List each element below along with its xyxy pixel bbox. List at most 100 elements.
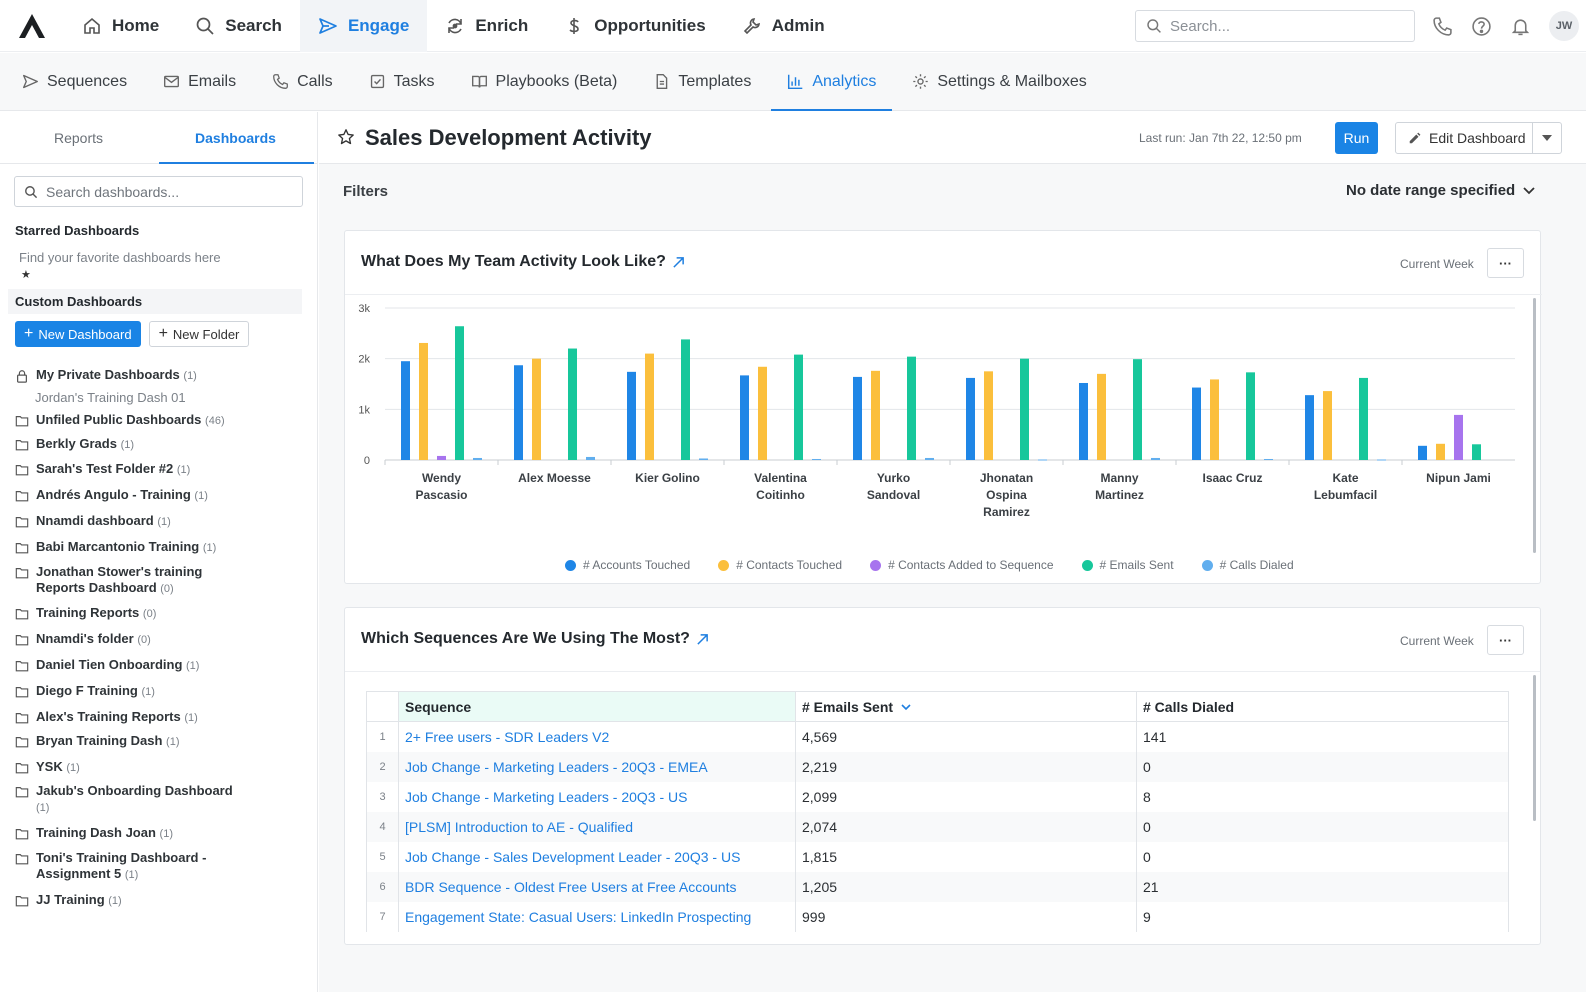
search-icon bbox=[25, 185, 38, 198]
folder-item[interactable]: Training Dash Joan (1) bbox=[15, 825, 173, 842]
subnav-settings-label: Settings & Mailboxes bbox=[937, 72, 1087, 90]
new-folder-button[interactable]: + New Folder bbox=[148, 321, 250, 347]
table-row[interactable]: 1 2+ Free users - SDR Leaders V2 4,569 141 bbox=[366, 721, 1509, 752]
tab-reports[interactable]: Reports bbox=[53, 129, 104, 146]
subnav-playbooks[interactable]: Playbooks (Beta) bbox=[453, 53, 636, 111]
nav-admin[interactable]: Admin bbox=[724, 0, 843, 52]
folder-count: (1) bbox=[166, 736, 180, 748]
date-range-dropdown[interactable]: No date range specified bbox=[1346, 182, 1535, 199]
more-options-button[interactable]: ··· bbox=[1487, 248, 1524, 278]
subnav-tasks[interactable]: Tasks bbox=[351, 53, 453, 111]
new-dashboard-button[interactable]: + New Dashboard bbox=[15, 321, 141, 347]
folder-item[interactable]: Sarah's Test Folder #2 (1) bbox=[15, 461, 190, 478]
tab-dashboards[interactable]: Dashboards bbox=[157, 112, 314, 164]
folder-item[interactable]: Babi Marcantonio Training (1) bbox=[15, 539, 216, 556]
sequence-link[interactable]: BDR Sequence - Oldest Free Users at Free… bbox=[405, 878, 737, 895]
folder-item[interactable]: Alex's Training Reports (1) bbox=[15, 709, 198, 726]
nav-home[interactable]: Home bbox=[64, 0, 177, 52]
nav-opportunities-label: Opportunities bbox=[594, 15, 706, 35]
scrollbar[interactable] bbox=[1533, 298, 1536, 553]
sequence-link[interactable]: Engagement State: Casual Users: LinkedIn… bbox=[405, 908, 752, 925]
bell-icon[interactable] bbox=[1510, 16, 1531, 37]
user-avatar[interactable]: JW bbox=[1549, 11, 1579, 41]
table-row[interactable]: 3 Job Change - Marketing Leaders - 20Q3 -… bbox=[366, 781, 1509, 812]
folder-item[interactable]: Bryan Training Dash (1) bbox=[15, 733, 180, 750]
folder-item[interactable]: Berkly Grads (1) bbox=[15, 436, 134, 453]
folder-item[interactable]: Nnamdi's folder (0) bbox=[15, 631, 151, 648]
bar bbox=[758, 366, 767, 460]
folder-item[interactable]: Toni's Training Dashboard - Assignment 5… bbox=[15, 850, 236, 883]
phone-icon[interactable] bbox=[1432, 16, 1453, 37]
sequence-link[interactable]: Job Change - Marketing Leaders - 20Q3 - … bbox=[405, 788, 688, 805]
legend-item[interactable]: # Accounts Touched bbox=[565, 558, 690, 572]
subnav-analytics[interactable]: Analytics bbox=[769, 53, 894, 111]
nav-search[interactable]: Search bbox=[177, 0, 300, 52]
plus-icon: + bbox=[158, 325, 168, 342]
sequence-link[interactable]: Job Change - Marketing Leaders - 20Q3 - … bbox=[405, 758, 708, 775]
table-row[interactable]: 7 Engagement State: Casual Users: LinkedI… bbox=[366, 901, 1509, 932]
apollo-logo[interactable] bbox=[0, 0, 64, 52]
card-title[interactable]: Which Sequences Are We Using The Most? bbox=[361, 630, 709, 648]
sequence-link[interactable]: [PLSM] Introduction to AE - Qualified bbox=[405, 818, 634, 835]
more-options-button[interactable]: ··· bbox=[1487, 625, 1524, 655]
help-icon[interactable] bbox=[1471, 16, 1492, 37]
legend-item[interactable]: # Contacts Touched bbox=[718, 558, 842, 572]
folder-item[interactable]: Daniel Tien Onboarding (1) bbox=[15, 657, 199, 674]
folder-icon bbox=[15, 854, 29, 865]
run-button[interactable]: Run bbox=[1335, 122, 1378, 154]
edit-options-dropdown[interactable] bbox=[1532, 122, 1562, 154]
nav-enrich[interactable]: Enrich bbox=[427, 0, 546, 52]
table-row[interactable]: 5 Job Change - Sales Development Leader -… bbox=[366, 841, 1509, 872]
book-icon bbox=[471, 75, 487, 88]
star-icon: ★ bbox=[21, 269, 31, 281]
emails-sent-cell: 1,815 bbox=[795, 841, 1137, 872]
folder-item[interactable]: YSK (1) bbox=[15, 759, 80, 776]
card-title[interactable]: What Does My Team Activity Look Like? bbox=[361, 253, 685, 271]
legend-item[interactable]: # Contacts Added to Sequence bbox=[870, 558, 1054, 572]
sidebar-actions: + New Dashboard + New Folder bbox=[0, 321, 317, 347]
folder-item[interactable]: Nnamdi dashboard (1) bbox=[15, 513, 171, 530]
sequence-link[interactable]: 2+ Free users - SDR Leaders V2 bbox=[405, 728, 610, 745]
dashboard-link[interactable]: Jordan's Training Dash 01 bbox=[35, 390, 186, 405]
scrollbar[interactable] bbox=[1533, 675, 1536, 821]
star-icon[interactable] bbox=[337, 128, 355, 146]
refresh-icon bbox=[448, 18, 463, 33]
global-search[interactable] bbox=[1135, 10, 1415, 42]
dashboard-search-input[interactable] bbox=[46, 183, 296, 200]
edit-dashboard-button[interactable]: Edit Dashboard bbox=[1395, 122, 1533, 154]
folder-icon bbox=[15, 491, 29, 502]
new-dashboard-label: New Dashboard bbox=[38, 326, 132, 342]
folder-item[interactable]: Training Reports (0) bbox=[15, 605, 156, 622]
legend-item[interactable]: # Calls Dialed bbox=[1201, 558, 1294, 572]
emails-column-header[interactable]: # Emails Sent bbox=[795, 691, 1137, 722]
subnav-templates[interactable]: Templates bbox=[635, 53, 769, 111]
calls-dialed-cell: 8 bbox=[1136, 781, 1509, 812]
folder-count: (1) bbox=[66, 762, 80, 774]
table-row[interactable]: 2 Job Change - Marketing Leaders - 20Q3 -… bbox=[366, 751, 1509, 782]
legend-item[interactable]: # Emails Sent bbox=[1081, 558, 1174, 572]
table-row[interactable]: 6 BDR Sequence - Oldest Free Users at Fre… bbox=[366, 871, 1509, 902]
subnav-emails[interactable]: Emails bbox=[145, 53, 254, 111]
dashboard-search[interactable] bbox=[14, 176, 303, 207]
folder-item[interactable]: Unfiled Public Dashboards (46) bbox=[15, 412, 225, 429]
subnav-settings[interactable]: Settings & Mailboxes bbox=[894, 53, 1104, 111]
folder-item[interactable]: Andrés Angulo - Training (1) bbox=[15, 487, 208, 504]
nav-engage[interactable]: Engage bbox=[299, 0, 428, 52]
sequence-column-header[interactable]: Sequence bbox=[398, 691, 796, 722]
subnav-sequences[interactable]: Sequences bbox=[4, 53, 145, 111]
bar bbox=[437, 455, 446, 460]
sequence-link[interactable]: Job Change - Sales Development Leader - … bbox=[405, 848, 741, 865]
bar bbox=[871, 370, 880, 460]
table-row[interactable]: 4 [PLSM] Introduction to AE - Qualified 2,… bbox=[366, 811, 1509, 842]
folder-item[interactable]: JJ Training (1) bbox=[15, 892, 122, 909]
calls-column-header[interactable]: # Calls Dialed bbox=[1136, 691, 1509, 722]
folder-private[interactable]: My Private Dashboards (1) bbox=[15, 367, 197, 384]
bar bbox=[907, 356, 916, 460]
subnav-calls[interactable]: Calls bbox=[254, 53, 351, 111]
folder-item[interactable]: Diego F Training (1) bbox=[15, 683, 155, 700]
folder-name: Jonathan Stower's training Reports Dashb… bbox=[36, 564, 203, 595]
global-search-input[interactable] bbox=[1170, 17, 1390, 35]
folder-item[interactable]: Jonathan Stower's training Reports Dashb… bbox=[15, 564, 236, 597]
nav-opportunities[interactable]: Opportunities bbox=[546, 0, 723, 52]
folder-item[interactable]: Jakub's Onboarding Dashboard (1) bbox=[15, 783, 236, 816]
